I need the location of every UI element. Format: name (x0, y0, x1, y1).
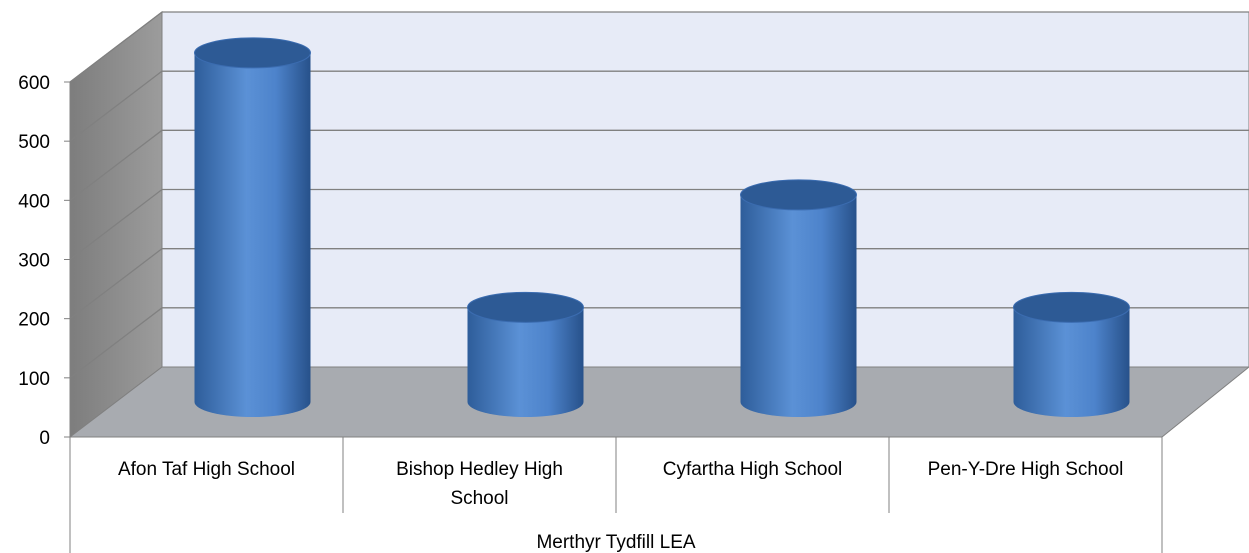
bar (194, 37, 311, 418)
y-tick-label: 100 (18, 369, 50, 390)
category-table: Afon Taf High School Bishop Hedley High Sc… (69, 437, 1163, 553)
x-category-label: Afon Taf High School (118, 459, 295, 480)
x-category-label: Pen-Y-Dre High School (928, 459, 1124, 480)
y-tick-label: 400 (18, 191, 50, 212)
floor (68, 366, 1249, 438)
bar (1013, 291, 1130, 418)
bars (194, 37, 1130, 418)
y-tick-label: 500 (18, 132, 50, 153)
bar (467, 291, 584, 418)
gridline (69, 307, 1249, 379)
gridline (69, 70, 1249, 142)
y-tick-label: 300 (18, 251, 50, 272)
bar-body (194, 52, 311, 418)
y-tick-label: 600 (18, 73, 50, 94)
bar (740, 179, 857, 418)
gridline (69, 248, 1249, 320)
bar-top (467, 291, 584, 323)
bar-body (467, 307, 584, 418)
bar-body (1013, 307, 1130, 418)
bar-body (740, 194, 857, 418)
y-tick-label: 200 (18, 310, 50, 331)
gridlines (69, 11, 1249, 379)
x-group-label: Merthyr Tydfill LEA (536, 532, 695, 553)
gridline (69, 129, 1249, 201)
gridline (69, 188, 1249, 261)
bar-top (1013, 291, 1130, 323)
y-axis: 0 100 200 300 400 500 600 (18, 73, 71, 449)
bar-top (194, 37, 311, 69)
x-category-label: Cyfartha High School (663, 459, 843, 480)
x-category-label: Bishop Hedley High (396, 459, 563, 480)
y-tick-label: 0 (39, 428, 50, 449)
gridline (69, 11, 1249, 83)
bar-top (740, 179, 857, 211)
x-category-label: School (450, 488, 508, 509)
